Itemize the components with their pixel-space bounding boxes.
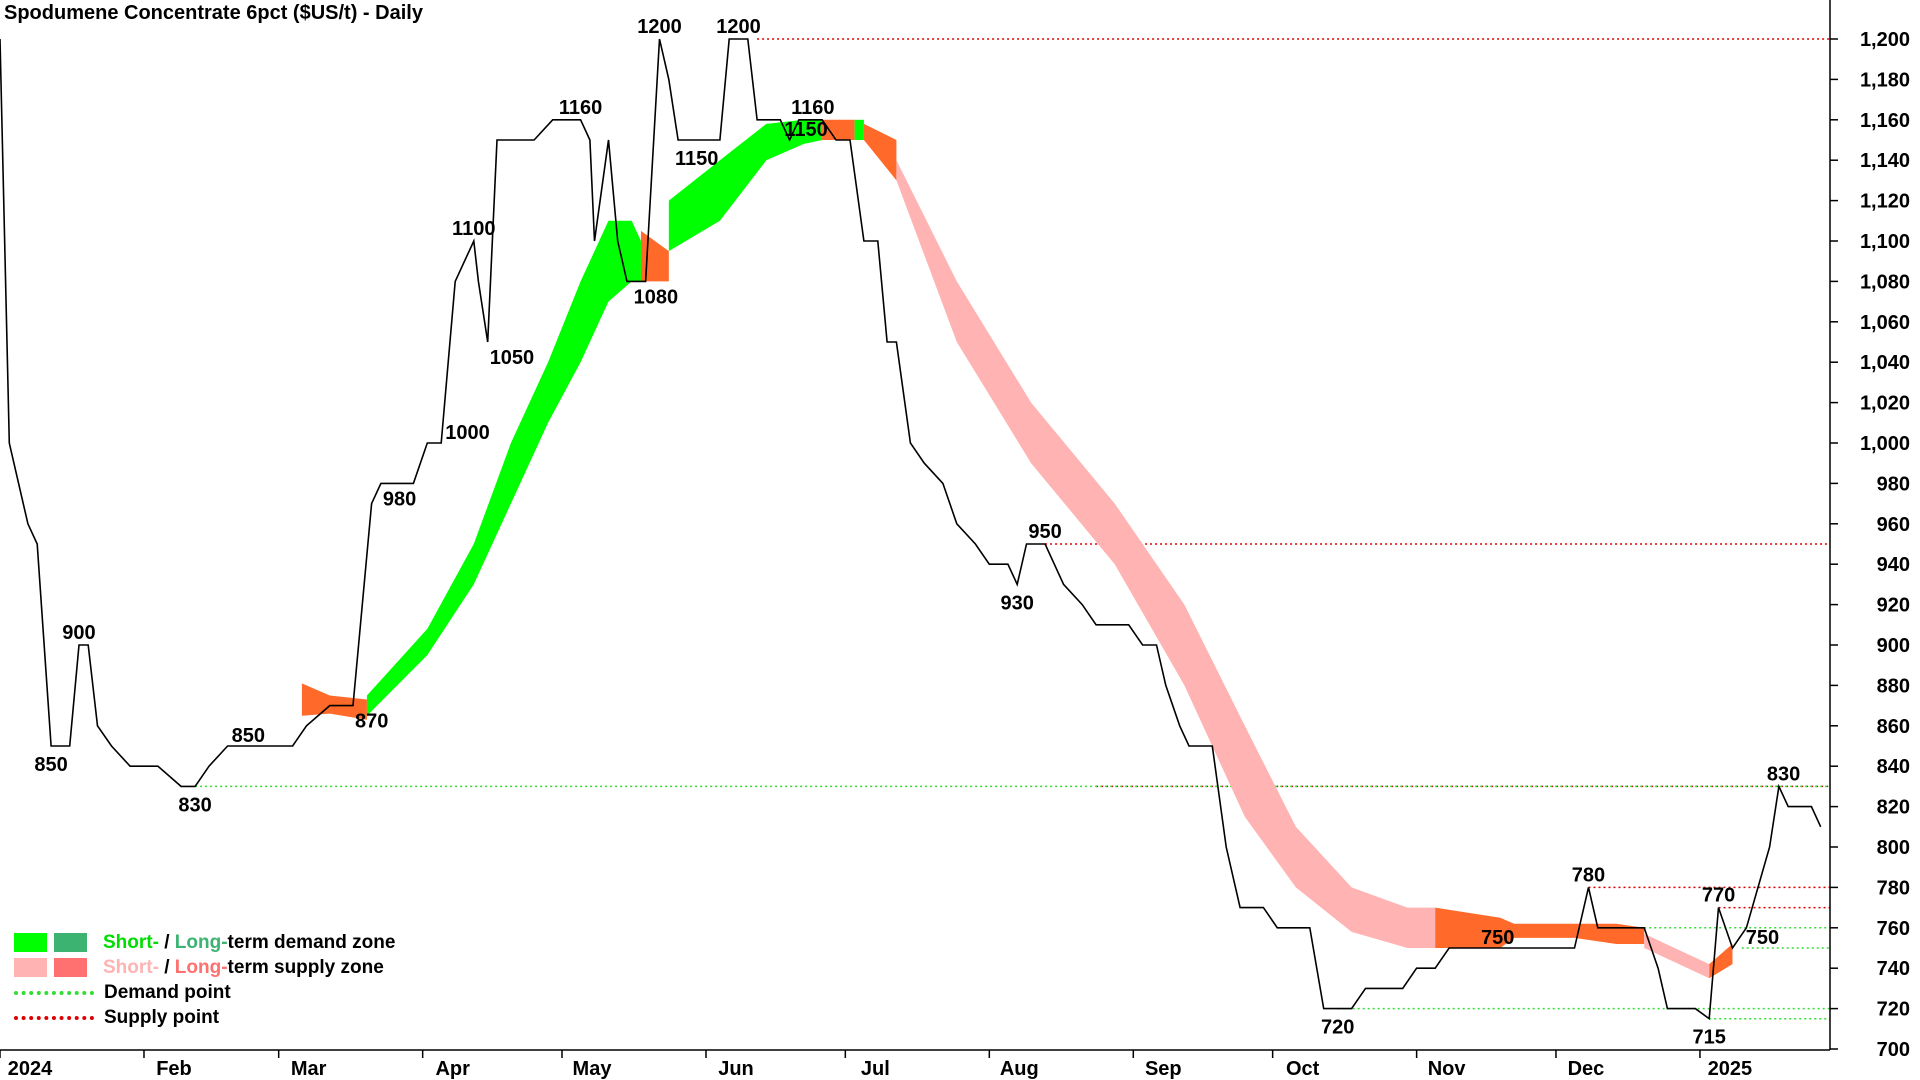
price-data-label: 780 — [1572, 864, 1605, 886]
price-data-label: 715 — [1693, 1027, 1726, 1049]
price-data-label: 770 — [1702, 885, 1735, 907]
legend-demand-point: Demand point — [14, 980, 395, 1005]
x-tick-label: Dec — [1568, 1058, 1605, 1080]
legend: Short- / Long- term demand zone Short- /… — [14, 930, 395, 1030]
price-data-label: 1050 — [490, 347, 535, 369]
short-term-demand-zone — [854, 119, 864, 140]
legend-demand-short: Short- — [103, 931, 159, 953]
x-tick-label: May — [573, 1058, 613, 1080]
short-term-supply-zone-orange — [863, 123, 897, 181]
y-tick-label: 1,040 — [1860, 352, 1910, 374]
short-term-supply-zone-orange — [301, 683, 367, 720]
legend-supply-short: Short- — [103, 956, 159, 978]
supply-zone-orange — [1435, 907, 1645, 948]
y-tick-label: 1,160 — [1860, 110, 1910, 132]
x-tick-label: Jun — [718, 1058, 754, 1080]
price-data-label: 950 — [1028, 521, 1061, 543]
legend-supply-point: Supply point — [14, 1005, 395, 1030]
y-tick-label: 900 — [1877, 635, 1910, 657]
x-tick-label: Mar — [291, 1058, 327, 1080]
x-tick-label: Nov — [1428, 1058, 1467, 1080]
y-tick-label: 1,000 — [1860, 433, 1910, 455]
price-data-label: 720 — [1321, 1017, 1354, 1039]
legend-supply-rest: term supply zone — [227, 956, 384, 978]
y-tick-label: 780 — [1877, 877, 1910, 899]
short-term-supply-zone — [896, 160, 1436, 948]
demand-point-swatch — [14, 990, 94, 995]
price-data-label: 980 — [383, 488, 416, 510]
y-tick-label: 980 — [1877, 473, 1910, 495]
price-data-label: 900 — [62, 622, 95, 644]
price-data-label: 1160 — [559, 97, 602, 119]
price-data-label: 1160 — [791, 97, 834, 119]
price-data-label: 870 — [355, 711, 388, 733]
y-tick-label: 820 — [1877, 797, 1910, 819]
supply-point-swatch — [14, 1015, 94, 1020]
y-tick-label: 760 — [1877, 918, 1910, 940]
price-data-label: 1150 — [784, 119, 827, 141]
short-demand-swatch — [14, 933, 47, 952]
price-line — [0, 38, 1822, 1021]
price-data-label: 830 — [1767, 763, 1800, 785]
y-tick-label: 740 — [1877, 958, 1910, 980]
y-tick-label: 1,200 — [1860, 29, 1910, 51]
price-data-label: 1080 — [634, 286, 679, 308]
short-term-demand-zone — [668, 119, 823, 252]
short-term-supply-zone-orange — [640, 230, 669, 282]
y-tick-label: 940 — [1877, 554, 1910, 576]
supply-zone-orange — [1709, 943, 1733, 979]
short-term-supply-zone — [1644, 933, 1710, 979]
price-data-label: 850 — [34, 754, 67, 776]
legend-supply-point-label: Supply point — [104, 1006, 220, 1028]
price-data-label: 750 — [1746, 927, 1779, 949]
legend-demand-long: Long- — [174, 931, 228, 953]
y-tick-label: 920 — [1877, 595, 1910, 617]
price-data-label: 1000 — [445, 422, 490, 444]
y-tick-label: 800 — [1877, 837, 1910, 859]
price-data-label: 850 — [232, 725, 265, 747]
x-tick-label: Feb — [156, 1058, 192, 1080]
short-term-demand-zone — [366, 220, 641, 716]
x-tick-label: Jul — [861, 1058, 890, 1080]
y-tick-label: 1,060 — [1860, 312, 1910, 334]
short-term-supply-zone-orange — [822, 119, 855, 140]
legend-demand-sep: / — [158, 931, 175, 953]
legend-supply-zone: Short- / Long- term supply zone — [14, 955, 395, 980]
y-tick-label: 1,080 — [1860, 271, 1910, 293]
y-tick-label: 840 — [1877, 756, 1910, 778]
price-data-label: 1150 — [675, 148, 718, 170]
price-data-label: 750 — [1481, 927, 1514, 949]
legend-demand-point-label: Demand point — [104, 981, 231, 1003]
long-demand-swatch — [54, 933, 87, 952]
price-data-label: 830 — [178, 794, 211, 816]
legend-supply-long: Long- — [174, 956, 228, 978]
x-tick-label: Sep — [1145, 1058, 1182, 1080]
y-tick-label: 860 — [1877, 716, 1910, 738]
price-data-label: 1200 — [637, 16, 682, 38]
y-tick-label: 960 — [1877, 514, 1910, 536]
y-tick-label: 1,180 — [1860, 69, 1910, 91]
x-tick-label: 2024 — [8, 1058, 53, 1080]
price-data-label: 1200 — [716, 16, 761, 38]
x-tick-label: Apr — [435, 1058, 470, 1080]
short-supply-swatch — [14, 958, 47, 977]
y-tick-label: 700 — [1877, 1039, 1910, 1061]
price-data-label: 930 — [1000, 592, 1033, 614]
y-tick-label: 1,020 — [1860, 393, 1910, 415]
y-tick-label: 1,100 — [1860, 231, 1910, 253]
price-data-label: 1100 — [452, 218, 495, 240]
legend-supply-sep: / — [158, 956, 175, 978]
x-tick-label: Aug — [1000, 1058, 1039, 1080]
x-tick-label: Oct — [1286, 1058, 1320, 1080]
long-supply-swatch — [54, 958, 87, 977]
y-tick-label: 1,140 — [1860, 150, 1910, 172]
chart-title: Spodumene Concentrate 6pct ($US/t) - Dai… — [4, 2, 423, 24]
y-tick-label: 720 — [1877, 999, 1910, 1021]
y-tick-label: 1,120 — [1860, 191, 1910, 213]
x-tick-label: 2025 — [1708, 1058, 1753, 1080]
y-tick-label: 880 — [1877, 675, 1910, 697]
legend-demand-zone: Short- / Long- term demand zone — [14, 930, 395, 955]
legend-demand-rest: term demand zone — [227, 931, 396, 953]
